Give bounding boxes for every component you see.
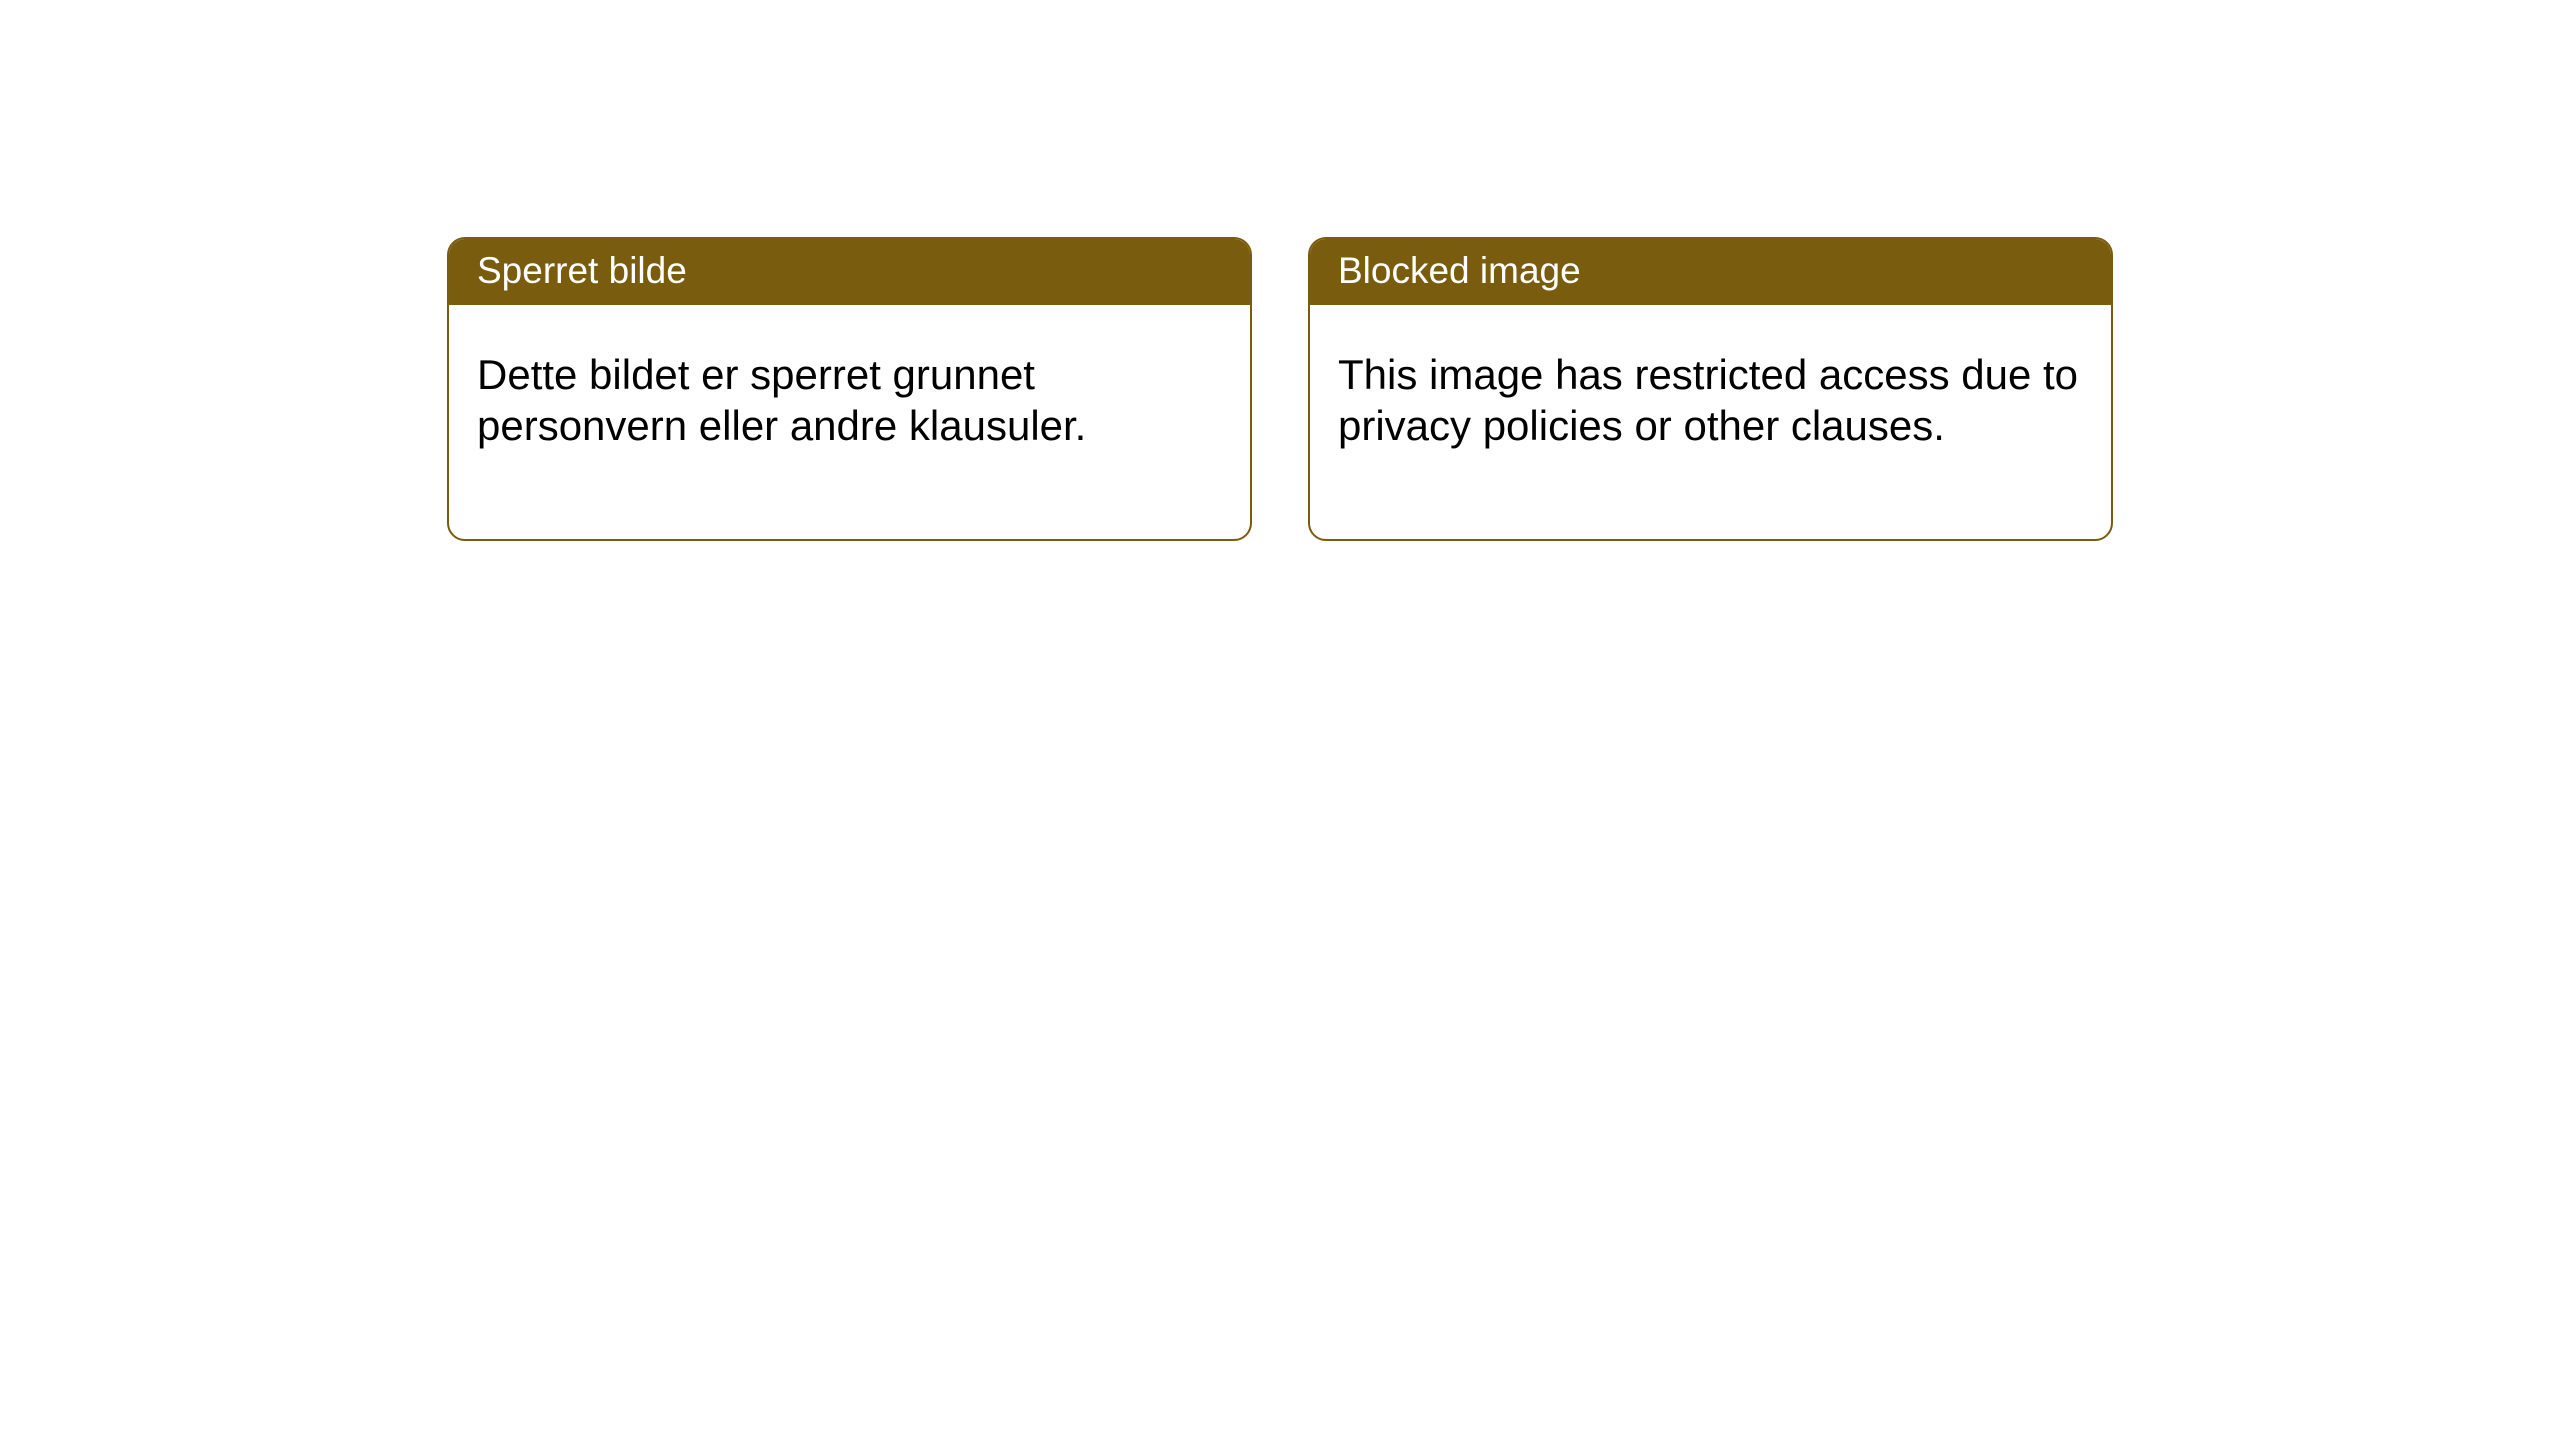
card-body-text-en: This image has restricted access due to …: [1338, 351, 2078, 449]
cards-container: Sperret bilde Dette bildet er sperret gr…: [0, 0, 2560, 541]
card-title-en: Blocked image: [1338, 250, 1581, 291]
card-body-text-no: Dette bildet er sperret grunnet personve…: [477, 351, 1086, 449]
card-header-en: Blocked image: [1310, 239, 2111, 305]
blocked-image-card-no: Sperret bilde Dette bildet er sperret gr…: [447, 237, 1252, 541]
card-title-no: Sperret bilde: [477, 250, 687, 291]
blocked-image-card-en: Blocked image This image has restricted …: [1308, 237, 2113, 541]
card-body-no: Dette bildet er sperret grunnet personve…: [449, 305, 1250, 539]
card-header-no: Sperret bilde: [449, 239, 1250, 305]
card-body-en: This image has restricted access due to …: [1310, 305, 2111, 539]
